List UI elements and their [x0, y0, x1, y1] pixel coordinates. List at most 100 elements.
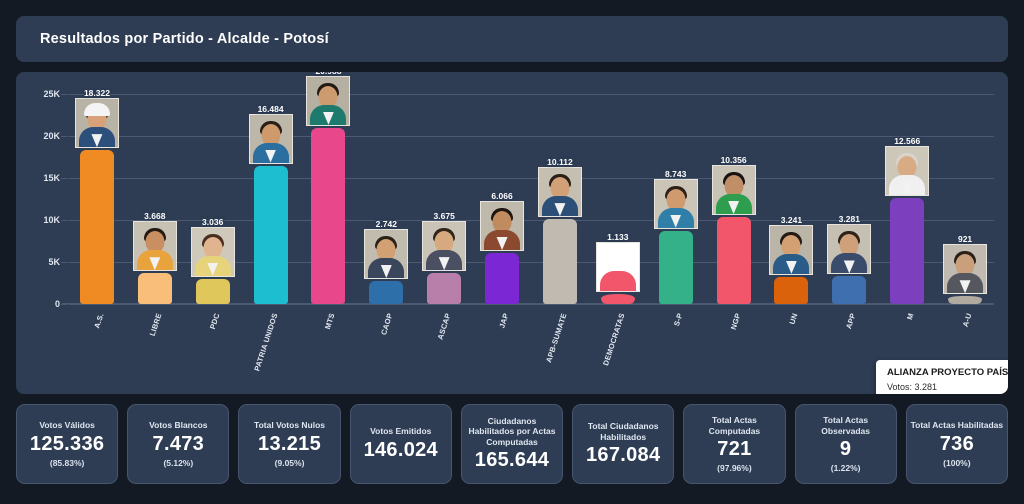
- candidate-photo: [653, 178, 698, 229]
- x-axis-tick-label: A.S.: [92, 312, 106, 330]
- x-axis-tick-label: S-P: [671, 312, 685, 328]
- candidate-photo: [248, 113, 293, 164]
- summary-card: Total Actas Habilitadas 736 (100%): [905, 404, 1008, 484]
- chart-bar[interactable]: [774, 276, 809, 304]
- chart-bar-group[interactable]: 20.988: [300, 72, 358, 304]
- x-axis-tick-label: APB-SUMATE: [544, 312, 569, 364]
- chart-bar-group[interactable]: 3.281: [820, 94, 878, 304]
- chart-card: 0 5K 10K 15K 20K 25K 18.322 3.668 3.036 16.484 20…: [16, 72, 1008, 394]
- y-tick-mark: [61, 220, 67, 221]
- candidate-photo: [74, 98, 119, 149]
- gridline: 20K: [43, 131, 994, 141]
- page-title: Resultados por Partido - Alcalde - Potos…: [40, 31, 329, 47]
- chart-bar-group[interactable]: 921: [936, 94, 994, 304]
- y-axis-tick-label: 25K: [43, 89, 60, 99]
- x-axis-label-slot: ASCAP: [415, 306, 473, 376]
- y-axis-tick-label: 10K: [43, 215, 60, 225]
- summary-card: Votos Válidos 125.336 (85.83%): [16, 404, 119, 484]
- summary-card-label: Votos Blancos: [149, 420, 208, 431]
- x-axis-tick-label: PDC: [207, 312, 222, 331]
- summary-cards: Votos Válidos 125.336 (85.83%) Votos Blanco…: [16, 404, 1008, 484]
- tooltip-votes: Votos: 3.281: [887, 382, 938, 392]
- chart-bar-value-label: 8.743: [665, 168, 687, 179]
- chart-bar-group[interactable]: 6.066: [473, 94, 531, 304]
- gridline: 0: [55, 299, 994, 309]
- chart-bar-group[interactable]: 8.743: [647, 94, 705, 304]
- y-tick-mark: [61, 304, 67, 305]
- gridline: 5K: [48, 257, 994, 267]
- summary-card: Votos Emitidos 146.024: [349, 404, 452, 484]
- chart-bar[interactable]: [542, 219, 577, 304]
- summary-card-label: Total Actas Habilitadas: [910, 420, 1004, 431]
- chart-bar-group[interactable]: 16.484: [242, 94, 300, 304]
- x-axis-label-slot: LIBRE: [126, 306, 184, 376]
- x-axis-tick-label: A-U: [960, 312, 974, 329]
- y-tick-mark: [61, 94, 67, 95]
- chart-axes: 0 5K 10K 15K 20K 25K: [43, 89, 994, 309]
- candidate-photo: [364, 228, 409, 279]
- summary-card-value: 165.644: [474, 449, 550, 472]
- chart-bar-group[interactable]: 2.742: [357, 94, 415, 304]
- x-axis-tick-label: M: [905, 312, 916, 321]
- candidate-photo: [943, 244, 988, 295]
- chart-bar[interactable]: [658, 230, 693, 304]
- chart-x-axis-labels: A.S. LIBRE PDC PATRIA UNIDOS MTS CAOP ASCAP JAP…: [68, 306, 994, 376]
- x-axis-tick-label: MTS: [323, 312, 337, 331]
- chart-bar-group[interactable]: 3.241: [763, 94, 821, 304]
- chart-bar-value-label: 1.133: [607, 232, 629, 243]
- x-axis-label-slot: PATRIA UNIDOS: [242, 306, 300, 376]
- chart-bar-group[interactable]: 12.566: [878, 94, 936, 304]
- chart-bar-value-label: 10.112: [547, 157, 573, 168]
- summary-card: Total Actas Observadas 9 (1.22%): [794, 404, 897, 484]
- x-axis-tick-label: DEMOCRATAS: [600, 312, 627, 367]
- summary-card-value: 736: [939, 432, 974, 455]
- x-axis-label-slot: MTS: [300, 306, 358, 376]
- summary-card-value: 167.084: [586, 444, 661, 467]
- chart-bar-value-label: 3.241: [780, 214, 803, 225]
- chart-bar[interactable]: [890, 198, 925, 304]
- y-axis-tick-label: 5K: [48, 257, 60, 267]
- chart-bar[interactable]: [137, 273, 172, 304]
- chart-bar-group[interactable]: 10.356: [705, 94, 763, 304]
- chart-plot-area: 0 5K 10K 15K 20K 25K 18.322 3.668 3.036 16.484 20…: [43, 72, 994, 394]
- chart-bar[interactable]: [79, 150, 114, 304]
- summary-card: Ciudadanos Habilitados por Actas Computa…: [460, 404, 564, 484]
- x-axis-tick-label: ASCAP: [435, 312, 453, 341]
- x-axis-label-slot: UN: [763, 306, 821, 376]
- candidate-photo: [595, 242, 640, 293]
- chart-bar[interactable]: [427, 273, 462, 304]
- chart-bar[interactable]: [948, 296, 983, 304]
- chart-bar[interactable]: [485, 253, 520, 304]
- summary-card-value: 721: [717, 438, 752, 461]
- tooltip-title: ALIANZA PROYECTO PAÍS: [887, 367, 1008, 378]
- chart-bar[interactable]: [195, 278, 230, 304]
- summary-card-label: Total Actas Observadas: [821, 414, 870, 436]
- chart-bar[interactable]: [832, 276, 867, 304]
- chart-bar-value-label: 12.566: [894, 136, 921, 147]
- y-axis-tick-label: 0: [54, 299, 60, 309]
- chart-bar-group[interactable]: 3.675: [415, 94, 473, 304]
- chart-bar-group[interactable]: 10.112: [531, 94, 589, 304]
- summary-card-percent: (1.22%): [830, 463, 861, 474]
- chart-bars: 18.322 3.668 3.036 16.484 20.988 2.742 3.675 6.…: [68, 72, 994, 304]
- x-axis-tick-label: LIBRE: [147, 312, 164, 338]
- x-axis-label-slot: JAP: [473, 306, 531, 376]
- chart-bar[interactable]: [311, 127, 346, 304]
- summary-card: Total Ciudadanos Habilitados 167.084: [572, 404, 675, 484]
- x-axis-label-slot: NGP: [705, 306, 763, 376]
- summary-card: Votos Blancos 7.473 (5.12%): [127, 404, 230, 484]
- chart-bar-group[interactable]: 1.133: [589, 94, 647, 304]
- chart-bar-group[interactable]: 3.668: [126, 94, 184, 304]
- chart-bar[interactable]: [716, 217, 751, 304]
- chart-bar-group[interactable]: 3.036: [184, 94, 242, 304]
- chart-bar[interactable]: [369, 280, 404, 304]
- chart-bar[interactable]: [600, 294, 635, 304]
- x-axis-tick-label: PATRIA UNIDOS: [251, 312, 280, 373]
- summary-card-label: Total Ciudadanos Habilitados: [587, 420, 659, 442]
- page-title-bar: Resultados por Partido - Alcalde - Potos…: [16, 16, 1008, 62]
- chart-bar[interactable]: [253, 165, 288, 304]
- summary-card-percent: (97.96%): [717, 463, 752, 474]
- chart-bar-group[interactable]: 18.322: [68, 88, 126, 304]
- x-axis-label-slot: APP: [820, 306, 878, 376]
